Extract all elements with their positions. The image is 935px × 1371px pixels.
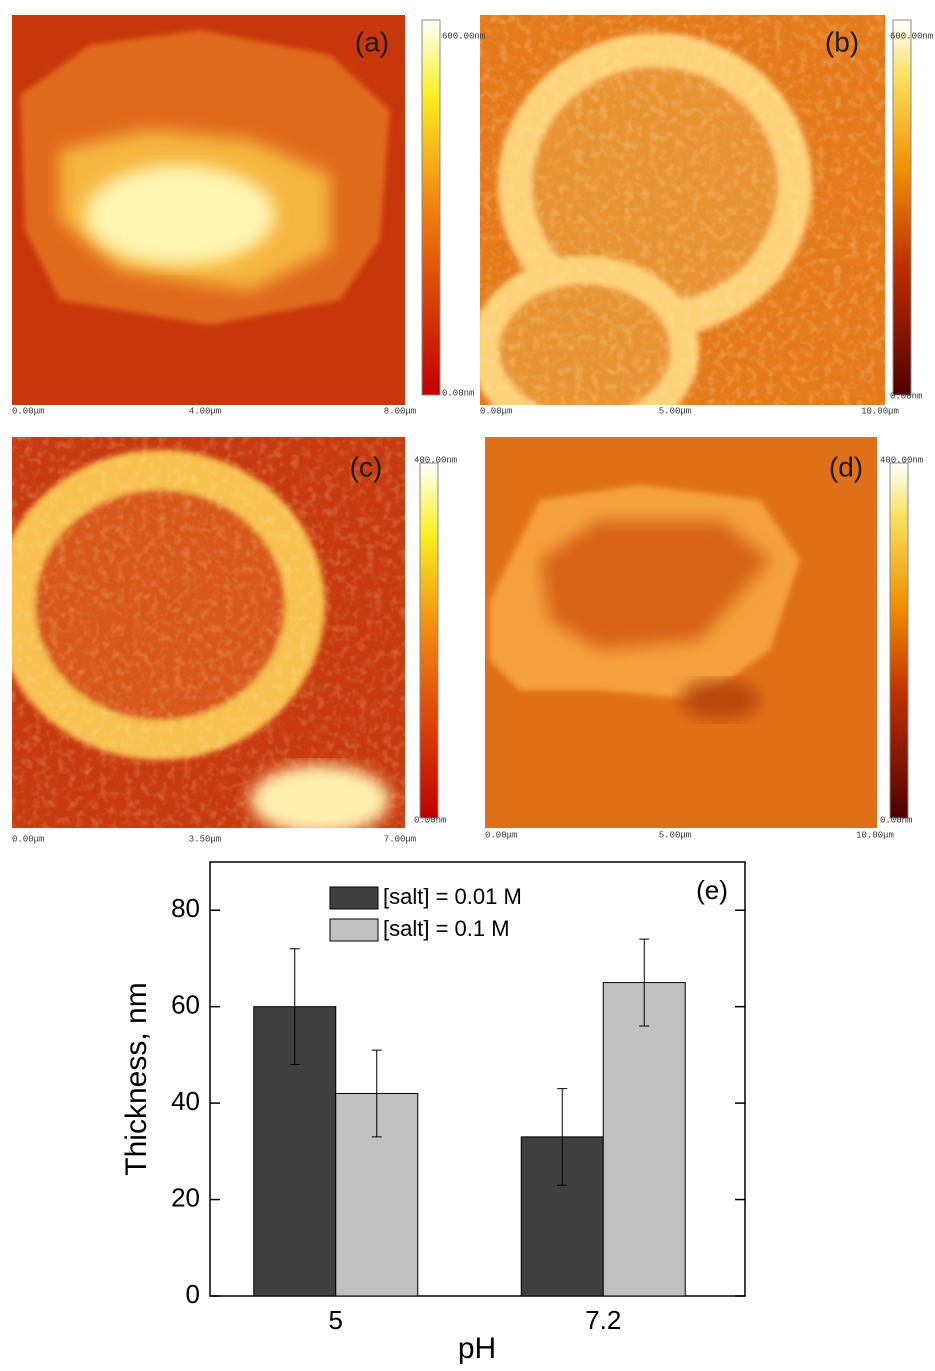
y-tick-label: 40 xyxy=(171,1086,200,1116)
x-axis-title: pH xyxy=(458,1332,496,1365)
axis-label: 8.00μm xyxy=(384,406,416,416)
legend-label: [salt] = 0.01 M xyxy=(383,884,522,909)
y-tick-label: 60 xyxy=(171,990,200,1020)
panel-label: (b) xyxy=(825,26,859,57)
scale-max: 400.00nm xyxy=(880,455,923,465)
x-tick-label: 7.2 xyxy=(585,1305,621,1335)
legend-swatch xyxy=(330,887,378,909)
scale-min: 0.00nm xyxy=(880,815,912,825)
axis-label: 7.00μm xyxy=(384,834,416,844)
x-tick-label: 5 xyxy=(329,1305,343,1335)
axis-label: 3.50μm xyxy=(189,834,221,844)
page: {"panels": [ {"label": "(a)", "scale_max… xyxy=(0,0,935,1366)
y-tick-label: 0 xyxy=(186,1279,200,1309)
scale-min: 0.00nm xyxy=(890,391,922,401)
axis-label: 10.00μm xyxy=(861,406,899,416)
axis-label: 5.00μm xyxy=(659,406,691,416)
scale-max: 600.00nm xyxy=(442,31,485,41)
axis-label: 0.00μm xyxy=(485,830,517,840)
panel-label: (c) xyxy=(350,451,383,482)
color-bar xyxy=(420,463,438,818)
color-bar xyxy=(422,20,440,395)
color-bar xyxy=(890,463,908,818)
legend-swatch xyxy=(330,919,378,941)
afm-image xyxy=(12,15,405,405)
color-bar xyxy=(893,20,911,395)
figure: (e) pH Thickness, nm (a)600.00nm0.00nm0.… xyxy=(0,0,935,1366)
scale-min: 0.00nm xyxy=(442,388,474,398)
axis-label: 0.00μm xyxy=(12,834,44,844)
panel-label: (e) xyxy=(696,875,728,905)
scale-min: 0.00nm xyxy=(414,815,446,825)
afm-image xyxy=(485,437,877,828)
axis-label: 0.00μm xyxy=(480,406,512,416)
axis-label: 4.00μm xyxy=(189,406,221,416)
scale-max: 600.00nm xyxy=(890,31,933,41)
axis-label: 5.00μm xyxy=(659,830,691,840)
afm-image xyxy=(480,15,885,430)
bar xyxy=(603,983,685,1296)
y-tick-label: 20 xyxy=(171,1182,200,1212)
axis-label: 10.00μm xyxy=(856,830,894,840)
axis-label: 0.00μm xyxy=(12,406,44,416)
legend-label: [salt] = 0.1 M xyxy=(383,916,510,941)
panel-label: (a) xyxy=(355,26,389,57)
y-axis-title: Thickness, nm xyxy=(120,982,153,1175)
afm-image xyxy=(12,437,405,835)
y-tick-label: 80 xyxy=(171,893,200,923)
scale-max: 400.00nm xyxy=(414,455,457,465)
panel-label: (d) xyxy=(829,451,863,482)
